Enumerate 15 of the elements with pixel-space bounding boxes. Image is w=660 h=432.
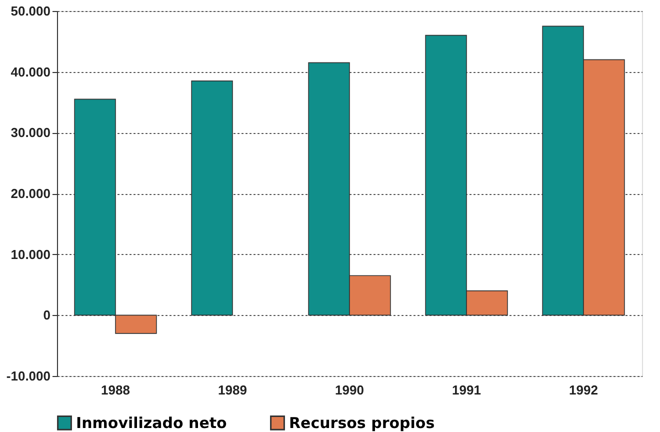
- x-tick-label: 1990: [335, 382, 364, 398]
- y-tick-label: 30.000: [10, 125, 50, 140]
- x-tick-label: 1988: [101, 382, 130, 398]
- y-tick-label: 50.000: [10, 4, 50, 18]
- x-tick-label: 1992: [569, 382, 598, 398]
- legend-label: Recursos propios: [289, 414, 435, 432]
- x-tick-label: 1991: [452, 382, 481, 398]
- y-tick-label: 20.000: [10, 186, 50, 201]
- y-tick-label: 10.000: [10, 246, 50, 262]
- y-tick-label: -10.000: [6, 368, 50, 384]
- legend-label: Inmovilizado neto: [76, 414, 227, 432]
- bar: [191, 80, 233, 316]
- y-tick-label: 0: [43, 308, 50, 323]
- x-tick-label: 1989: [218, 382, 247, 398]
- y-tick-label: 40.000: [10, 64, 50, 80]
